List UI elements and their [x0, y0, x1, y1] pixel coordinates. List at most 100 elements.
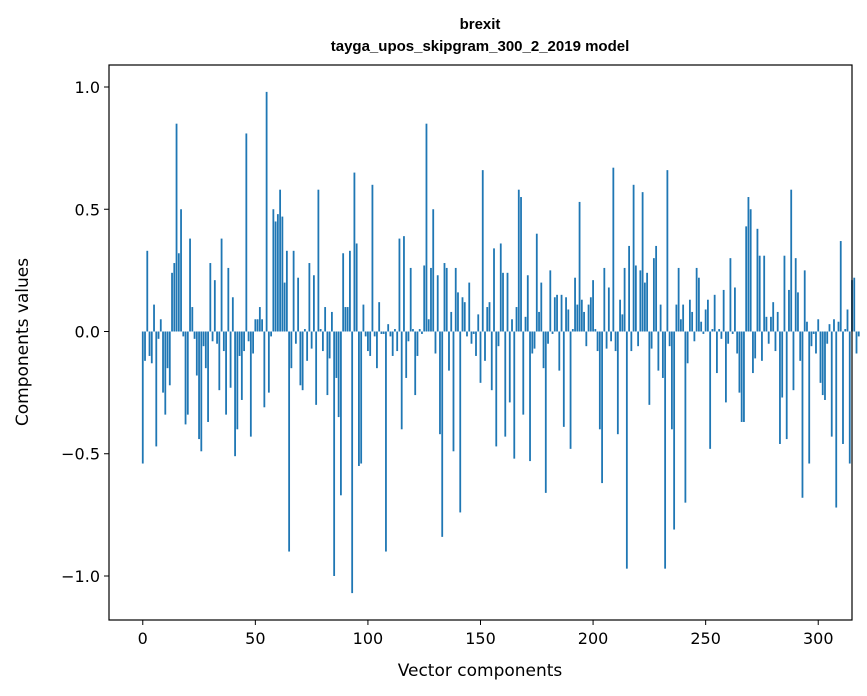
bar	[488, 302, 491, 332]
bar	[826, 331, 829, 344]
bar	[405, 331, 408, 378]
bar	[725, 331, 727, 403]
bar	[335, 331, 338, 378]
bar	[664, 331, 667, 569]
x-tick-label: 250	[690, 629, 721, 648]
y-tick-label: 0.0	[75, 322, 100, 341]
bar	[652, 258, 655, 332]
bar	[448, 331, 450, 371]
bar	[222, 331, 225, 352]
bar	[722, 289, 725, 332]
bar	[254, 319, 257, 332]
bar	[842, 331, 844, 444]
bar	[481, 170, 484, 332]
bar	[272, 209, 275, 332]
bar	[502, 272, 504, 332]
bar	[164, 331, 167, 415]
bar	[779, 331, 781, 444]
bar	[430, 267, 432, 332]
bar	[702, 331, 705, 334]
bar	[412, 329, 414, 332]
bar	[634, 265, 637, 332]
bar	[141, 331, 144, 464]
bar	[815, 331, 817, 354]
y-tick-label: −1.0	[61, 567, 100, 586]
bar	[810, 331, 813, 347]
bar	[443, 263, 446, 332]
bar	[562, 331, 565, 427]
bar	[454, 267, 457, 332]
bar	[400, 331, 403, 430]
bar	[774, 331, 777, 352]
bar	[231, 297, 234, 332]
bar	[283, 282, 286, 332]
bar	[270, 331, 273, 337]
bar	[204, 331, 207, 369]
bar	[639, 270, 642, 332]
bar	[520, 197, 522, 332]
bar	[218, 331, 221, 391]
bar	[808, 331, 811, 464]
bar	[146, 250, 149, 332]
bar	[578, 201, 581, 332]
bar	[171, 272, 173, 332]
bar	[315, 331, 318, 405]
bar	[321, 331, 324, 352]
bar	[596, 331, 599, 352]
bar	[783, 255, 786, 332]
bar	[524, 316, 527, 332]
bar	[162, 331, 164, 393]
bar	[267, 331, 270, 393]
bar	[738, 331, 741, 393]
bar	[666, 170, 669, 332]
bar	[421, 331, 423, 334]
bar	[580, 299, 583, 332]
bar	[385, 331, 387, 552]
bar	[441, 331, 444, 537]
bar	[378, 302, 381, 332]
bar	[513, 331, 516, 459]
bar	[709, 331, 712, 449]
bar	[459, 331, 462, 513]
bar	[646, 272, 649, 332]
bar	[684, 331, 687, 503]
bar	[614, 331, 617, 352]
bar	[828, 324, 831, 332]
bar	[340, 331, 342, 496]
bar	[727, 331, 730, 344]
bar	[276, 214, 279, 332]
bar	[144, 331, 146, 361]
bar	[797, 292, 799, 332]
bar	[729, 258, 732, 332]
bar	[763, 255, 766, 332]
bar	[718, 329, 721, 332]
bar	[198, 331, 200, 440]
bar	[445, 267, 448, 332]
bar	[637, 331, 640, 347]
bar	[407, 331, 410, 342]
bar	[749, 209, 752, 332]
bar	[261, 319, 263, 332]
bar	[540, 282, 543, 332]
bar	[772, 302, 775, 332]
bar	[418, 329, 421, 332]
bar	[452, 331, 455, 452]
bar	[655, 245, 658, 332]
bar	[531, 331, 534, 354]
bar	[288, 331, 291, 552]
bar	[457, 292, 459, 332]
bar	[477, 314, 480, 332]
bar	[153, 304, 155, 332]
bar	[583, 311, 585, 332]
bar	[207, 331, 209, 422]
bar	[499, 243, 502, 332]
bar	[691, 311, 694, 332]
bar	[835, 331, 838, 508]
bar	[673, 331, 676, 530]
bar	[756, 228, 759, 332]
bar	[734, 287, 736, 332]
bar	[522, 331, 525, 415]
bar	[569, 331, 572, 449]
bar	[238, 331, 241, 356]
bar	[558, 331, 561, 371]
